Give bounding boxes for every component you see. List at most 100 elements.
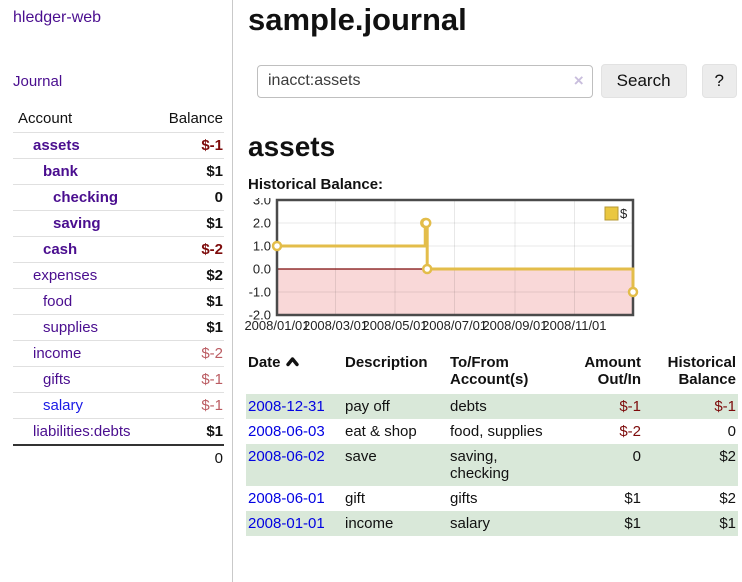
transaction-date-link[interactable]: 2008-06-02 <box>248 448 325 465</box>
transaction-balance-cell: $1 <box>719 515 736 532</box>
transaction-date-link[interactable]: 2008-06-01 <box>248 490 325 507</box>
chart-point <box>271 240 283 252</box>
column-header-balance[interactable]: Historical Balance <box>667 354 736 388</box>
transaction-amount-cell: $-1 <box>619 398 641 415</box>
transaction-row: 2008-06-03 eat & shop food, supplies $-2 0 <box>246 419 738 444</box>
transaction-date-cell: 2008-06-01 <box>246 486 343 511</box>
svg-text:-2.0: -2.0 <box>249 308 271 323</box>
accounts-total-row: 0 <box>13 444 224 471</box>
chart-point <box>420 217 432 229</box>
transaction-date-cell: 2008-06-03 <box>246 419 343 444</box>
account-row: liabilities:debts $1 <box>13 418 224 445</box>
account-balance: $-1 <box>152 132 224 159</box>
nav-journal: Journal <box>13 73 224 91</box>
account-balance: $-2 <box>152 236 224 263</box>
account-row: income $-2 <box>13 340 224 367</box>
search-input[interactable] <box>257 64 593 98</box>
search-button[interactable]: Search <box>600 64 687 98</box>
svg-text:1.0: 1.0 <box>253 239 271 254</box>
account-row: food $1 <box>13 288 224 315</box>
account-balance: $1 <box>152 418 224 445</box>
sidebar: hledger-web Journal Account Balance asse… <box>0 0 233 582</box>
transaction-description-cell: gift <box>345 490 366 507</box>
account-link-food[interactable]: food <box>43 293 73 310</box>
svg-text:-1.0: -1.0 <box>249 285 271 300</box>
account-balance: $1 <box>152 210 224 237</box>
svg-text:2008/01/01: 2008/01/01 <box>244 318 309 333</box>
svg-text:2.0: 2.0 <box>253 216 271 231</box>
chart-point <box>627 286 639 298</box>
account-balance: $-2 <box>152 340 224 367</box>
transaction-balance-cell: $2 <box>719 448 736 465</box>
transaction-row: 2008-06-01 gift gifts $1 $2 <box>246 486 738 511</box>
column-header-date[interactable]: Date <box>246 352 343 394</box>
transaction-balance-cell: $-1 <box>714 398 736 415</box>
help-button[interactable]: ? <box>701 64 737 98</box>
account-row: gifts $-1 <box>13 366 224 393</box>
accounts-header-balance: Balance <box>168 110 223 127</box>
svg-text:2008/03/01: 2008/03/01 <box>303 318 368 333</box>
account-balance: $-1 <box>152 392 224 419</box>
transaction-date-cell: 2008-12-31 <box>246 394 343 419</box>
account-row: assets $-1 <box>13 132 224 159</box>
transaction-date-link[interactable]: 2008-12-31 <box>248 398 325 415</box>
historical-balance-chart: 3.0 2.0 1.0 0.0 -1.0 -2.02008/01/012008/03/01… <box>244 198 639 333</box>
svg-text:0.0: 0.0 <box>253 262 271 277</box>
chart-point <box>421 263 433 275</box>
transaction-amount-cell: 0 <box>632 448 641 465</box>
transaction-description-cell: pay off <box>345 398 390 415</box>
transaction-date-cell: 2008-06-02 <box>246 444 343 486</box>
register-table: Date Description To/From Account(s) Amou… <box>246 352 738 536</box>
column-header-amount[interactable]: Amount Out/In <box>584 354 641 388</box>
transaction-date-cell: 2008-01-01 <box>246 511 343 536</box>
account-link-expenses[interactable]: expenses <box>33 267 98 284</box>
app-brand: hledger-web <box>13 9 224 27</box>
account-link-liabilities-debts[interactable]: liabilities:debts <box>33 423 131 440</box>
transaction-accounts-cell: gifts <box>450 490 478 507</box>
transaction-accounts-cell: debts <box>450 398 487 415</box>
svg-text:2008/11/01: 2008/11/01 <box>542 318 606 333</box>
accounts-table: Account Balance assets $-1 bank $1 checking 0… <box>13 106 224 471</box>
legend-label: $ <box>620 206 628 221</box>
sort-ascending-icon <box>285 357 299 367</box>
account-link-gifts[interactable]: gifts <box>43 371 71 388</box>
account-link-cash[interactable]: cash <box>43 241 78 258</box>
account-row: bank $1 <box>13 158 224 185</box>
chart-title-label: Historical Balance: <box>248 176 384 193</box>
transaction-accounts-cell: saving, checking <box>450 448 510 482</box>
account-link-income[interactable]: income <box>33 345 82 362</box>
account-link-bank[interactable]: bank <box>43 163 79 180</box>
svg-text:2008/09/01: 2008/09/01 <box>482 318 547 333</box>
search-form: × Search ? <box>257 64 737 98</box>
account-link-checking[interactable]: checking <box>53 189 119 206</box>
transaction-date-link[interactable]: 2008-01-01 <box>248 515 325 532</box>
account-row: cash $-2 <box>13 236 224 263</box>
transaction-balance-cell: $2 <box>719 490 736 507</box>
clear-search-icon[interactable]: × <box>573 70 584 90</box>
account-balance: $1 <box>152 314 224 341</box>
svg-text:2008/07/01: 2008/07/01 <box>422 318 487 333</box>
transaction-date-link[interactable]: 2008-06-03 <box>248 423 325 440</box>
column-header-description[interactable]: Description <box>345 354 428 371</box>
account-row: supplies $1 <box>13 314 224 341</box>
account-link-saving[interactable]: saving <box>53 215 101 232</box>
journal-link[interactable]: Journal <box>13 73 63 90</box>
column-header-accounts[interactable]: To/From Account(s) <box>450 354 529 388</box>
transaction-row: 2008-06-02 save saving, checking 0 $2 <box>246 444 738 486</box>
account-link-supplies[interactable]: supplies <box>43 319 99 336</box>
transaction-description-cell: income <box>345 515 394 532</box>
account-row: saving $1 <box>13 210 224 237</box>
account-link-assets[interactable]: assets <box>33 137 80 154</box>
transaction-accounts-cell: food, supplies <box>450 423 543 440</box>
svg-text:2008/05/01: 2008/05/01 <box>362 318 427 333</box>
transaction-description-cell: save <box>345 448 377 465</box>
brand-link[interactable]: hledger-web <box>13 9 102 26</box>
account-balance: $2 <box>152 262 224 289</box>
svg-text:3.0: 3.0 <box>253 198 271 208</box>
account-link-salary[interactable]: salary <box>43 397 84 414</box>
transaction-amount-cell: $-2 <box>619 423 641 440</box>
page-title: sample.journal <box>248 2 467 37</box>
chart-legend: $ <box>604 206 628 221</box>
legend-swatch <box>604 206 619 221</box>
transaction-amount-cell: $1 <box>624 490 641 507</box>
